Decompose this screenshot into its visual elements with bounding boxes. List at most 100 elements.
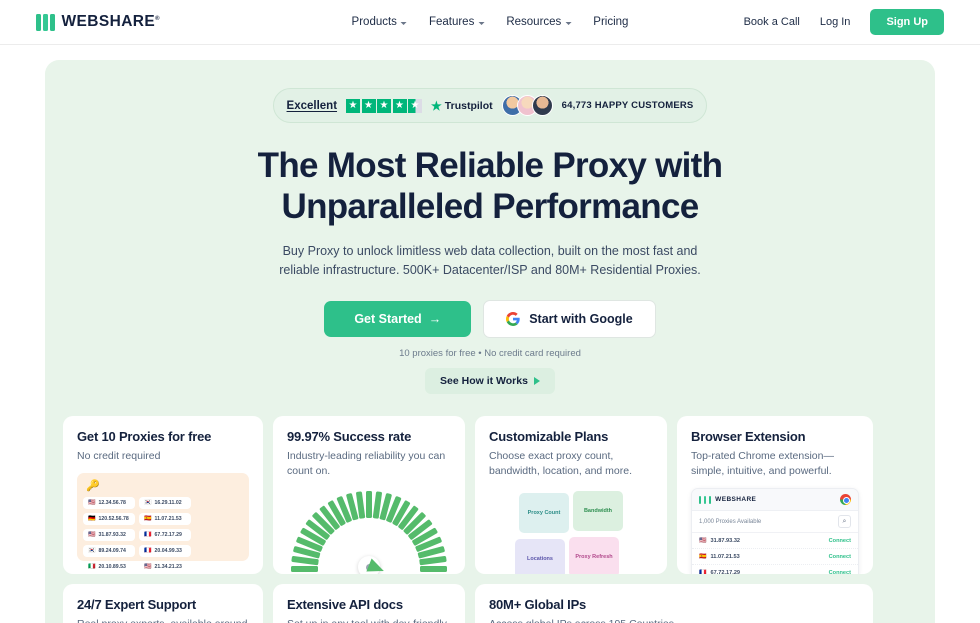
flag-icon: 🇫🇷 — [144, 532, 152, 539]
hero-headline: The Most Reliable Proxy with Unparallele… — [45, 145, 935, 228]
sign-up-button[interactable]: Sign Up — [870, 9, 944, 35]
connect-button[interactable]: Connect — [828, 553, 851, 560]
ip-chip[interactable]: 🇺🇸 12.34.56.78 — [83, 497, 135, 510]
headline-line-1: The Most Reliable Proxy with — [257, 146, 723, 185]
cta-row: Get Started → Start with Google — [45, 300, 935, 339]
gauge-hub — [358, 556, 380, 575]
arrow-right-icon: → — [428, 312, 442, 327]
card-subtitle: Access global IPs across 195 Countries. — [489, 617, 859, 623]
nav-item-products[interactable]: Products — [352, 16, 407, 28]
nav-item-features[interactable]: Features — [428, 16, 485, 28]
start-with-google-button[interactable]: Start with Google — [483, 300, 656, 339]
ip-value: 20.04.99.33 — [154, 548, 182, 555]
extension-header: WEBSHARE — [692, 489, 858, 512]
card-subtitle: Industry-leading reliability you can cou… — [287, 450, 446, 478]
chevron-down-icon — [565, 21, 572, 25]
get-started-button[interactable]: Get Started → — [324, 301, 472, 338]
book-a-call-link[interactable]: Book a Call — [743, 16, 800, 28]
play-icon — [533, 377, 540, 386]
card-title: 99.97% Success rate — [287, 429, 412, 445]
ip-value: 89.24.09.74 — [98, 548, 126, 555]
ip-chip[interactable]: 🇩🇪 120.52.56.78 — [83, 513, 135, 526]
extension-search-row[interactable]: 1,000 Proxies Available ⌕ — [692, 511, 858, 534]
primary-nav: Products Features Resources Pricing — [352, 16, 629, 28]
trustpilot-star-icon: ★ — [431, 98, 442, 113]
success-gauge — [287, 485, 451, 575]
trustpilot-badge[interactable]: Excellent ★ ★ ★ ★ ★ ★ Trustpilot 64,773 HAPP… — [272, 88, 708, 123]
webshare-bars-icon — [36, 13, 55, 31]
card-global-ips[interactable]: 80M+ Global IPs Access global IPs across… — [475, 584, 873, 623]
nav-label: Resources — [506, 16, 562, 28]
log-in-link[interactable]: Log In — [819, 16, 851, 28]
flag-icon: 🇺🇸 — [88, 532, 96, 539]
ip-chip[interactable]: 🇰🇷 89.24.09.74 — [83, 545, 135, 558]
feature-card-grid: Get 10 Proxies for free No credit requir… — [45, 394, 935, 623]
ip-value: 11.07.21.53 — [710, 553, 740, 560]
flag-icon: 🇫🇷 — [144, 548, 152, 555]
customer-avatars — [501, 95, 553, 116]
ip-chip[interactable]: 🇺🇸 21.34.21.23 — [139, 561, 191, 574]
nav-item-resources[interactable]: Resources — [506, 16, 572, 28]
gauge-bar — [366, 491, 372, 569]
ip-value: 21.34.21.23 — [154, 564, 182, 571]
brand-logo[interactable]: WEBSHARE® — [36, 13, 160, 31]
flag-icon: 🇫🇷 — [699, 569, 707, 575]
ip-chip[interactable]: 🇫🇷 20.04.99.33 — [139, 545, 191, 558]
subheadline-line-1: Buy Proxy to unlock limitless web data c… — [282, 243, 698, 258]
get-started-label: Get Started — [354, 312, 422, 327]
extension-proxy-row[interactable]: 🇫🇷 67.72.17.29 Connect — [692, 565, 858, 575]
card-success-rate[interactable]: 99.97% Success rate Industry-leading rel… — [273, 416, 465, 575]
trustpilot-stars-icon: ★ ★ ★ ★ ★ — [346, 98, 423, 113]
card-subtitle: Real proxy experts, available around the… — [77, 617, 249, 623]
card-get-10-proxies[interactable]: Get 10 Proxies for free No credit requir… — [63, 416, 263, 575]
card-browser-extension[interactable]: Browser Extension Top-rated Chrome exten… — [677, 416, 873, 575]
flag-icon: 🇺🇸 — [144, 564, 152, 571]
ip-value: 67.72.17.29 — [154, 532, 182, 539]
brand-name: WEBSHARE® — [61, 13, 160, 30]
card-subtitle: No credit required — [77, 450, 161, 463]
extension-proxy-row[interactable]: 🇺🇸 31.87.93.32 Connect — [692, 533, 858, 550]
google-button-label: Start with Google — [529, 312, 633, 327]
nav-label: Features — [428, 16, 475, 28]
extension-proxy-row[interactable]: 🇪🇸 11.07.21.53 Connect — [692, 549, 858, 566]
flag-icon: 🇩🇪 — [88, 516, 96, 523]
headline-line-2: Unparalleled Performance — [281, 187, 700, 227]
flag-icon: 🇪🇸 — [699, 553, 707, 560]
connect-button[interactable]: Connect — [828, 537, 851, 544]
card-api-docs[interactable]: Extensive API docs Set up in any tool wi… — [273, 584, 465, 623]
flag-icon: 🇺🇸 — [88, 500, 96, 507]
nav-label: Pricing — [593, 16, 629, 28]
proxy-ip-grid: 🇺🇸 12.34.56.78 🇰🇷 16.29.11.02 🇩🇪 120.52.56.… — [83, 497, 243, 574]
cta-note: 10 proxies for free • No credit card req… — [399, 348, 581, 360]
card-title: Get 10 Proxies for free — [77, 429, 212, 445]
puzzle-graphic: Proxy Count Bandwidth Locations Proxy Re… — [489, 491, 653, 575]
card-subtitle: Choose exact proxy count, bandwidth, loc… — [489, 450, 633, 478]
ip-chip[interactable]: 🇫🇷 67.72.17.29 — [139, 529, 191, 542]
card-title: Customizable Plans — [489, 429, 609, 445]
key-icon: 🔑 — [86, 480, 100, 493]
ip-value: 16.29.11.02 — [154, 500, 182, 507]
card-title: Browser Extension — [691, 429, 806, 445]
nav-label: Products — [351, 16, 397, 28]
ip-value: 12.34.56.78 — [98, 500, 126, 507]
ip-chip[interactable]: 🇮🇹 20.10.89.53 — [83, 561, 135, 574]
flag-icon: 🇰🇷 — [88, 548, 96, 555]
ip-chip[interactable]: 🇪🇸 11.07.21.53 — [139, 513, 191, 526]
happy-customers-count: 64,773 HAPPY CUSTOMERS — [561, 100, 694, 111]
extension-popup-mock: WEBSHARE 1,000 Proxies Available ⌕ 🇺🇸 31.… — [691, 488, 859, 575]
search-icon[interactable]: ⌕ — [838, 515, 851, 529]
card-title: 80M+ Global IPs — [489, 597, 587, 613]
connect-button[interactable]: Connect — [828, 569, 851, 575]
extension-brand-label: WEBSHARE — [715, 496, 757, 504]
ip-value: 20.10.89.53 — [98, 564, 126, 571]
card-customizable-plans[interactable]: Customizable Plans Choose exact proxy co… — [475, 416, 667, 575]
puzzle-piece-proxy-count: Proxy Count — [519, 493, 569, 534]
card-expert-support[interactable]: 24/7 Expert Support Real proxy experts, … — [63, 584, 263, 623]
see-how-it-works-button[interactable]: See How it Works — [425, 368, 555, 395]
ip-chip[interactable]: 🇺🇸 31.87.93.32 — [83, 529, 135, 542]
ip-value: 11.07.21.53 — [154, 516, 182, 523]
ip-chip[interactable]: 🇰🇷 16.29.11.02 — [139, 497, 191, 510]
flag-icon: 🇮🇹 — [88, 564, 96, 571]
nav-item-pricing[interactable]: Pricing — [593, 16, 628, 28]
proxy-ip-panel: 🔑 🇺🇸 12.34.56.78 🇰🇷 16.29.11.02 🇩🇪 120.52.5… — [77, 473, 249, 574]
